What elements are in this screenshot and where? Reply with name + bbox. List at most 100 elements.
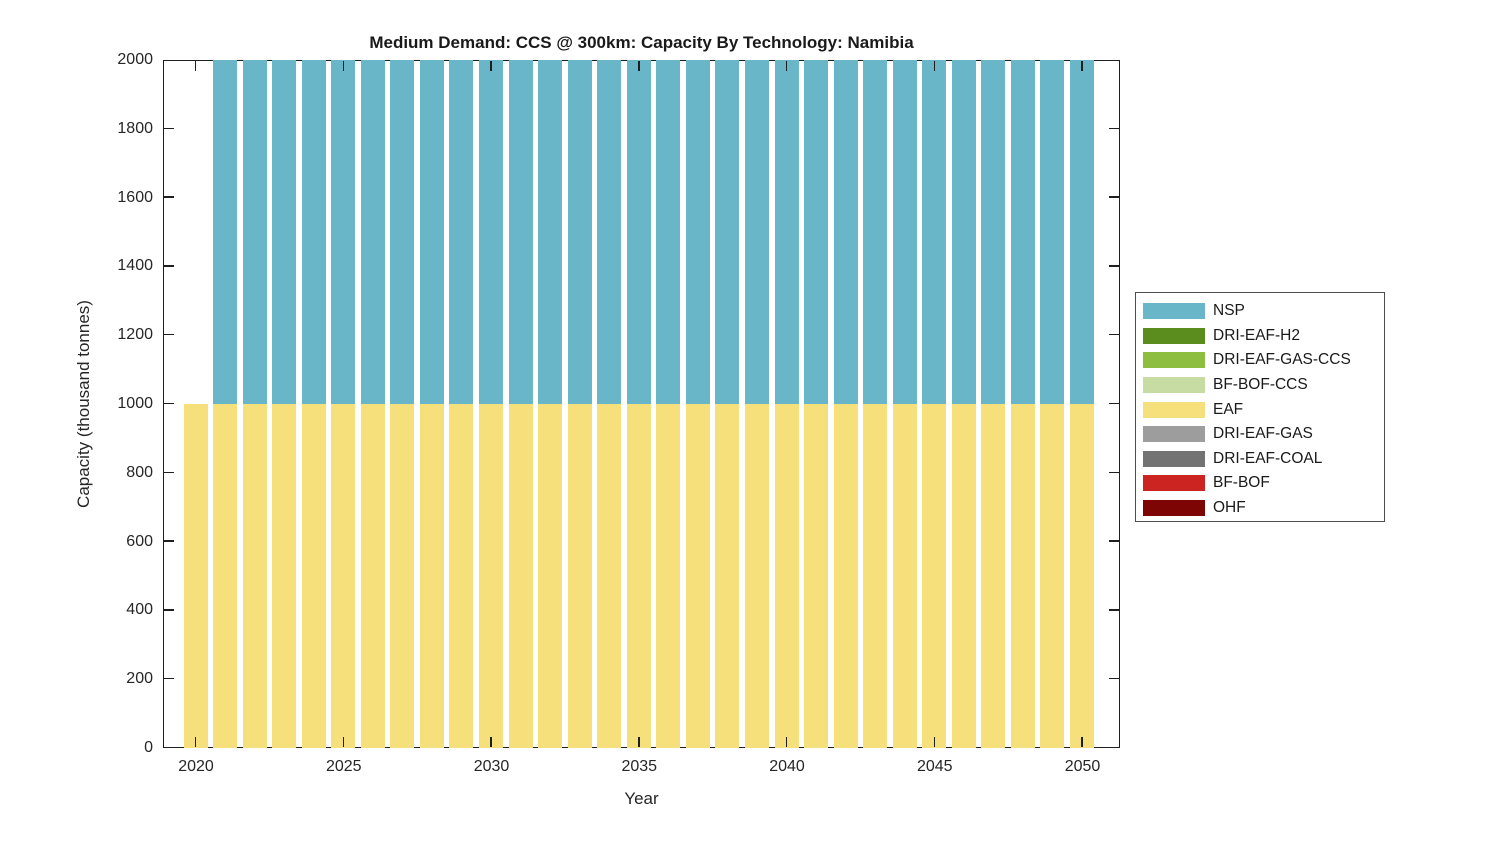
bar-segment-eaf-2029	[449, 403, 474, 748]
bar-segment-eaf-2033	[567, 403, 592, 748]
x-tick-bottom	[785, 737, 788, 747]
y-tick-left	[164, 265, 174, 267]
bar-segment-nsp-2035	[626, 59, 651, 404]
bar-segment-eaf-2048	[1010, 403, 1035, 748]
bar-segment-nsp-2029	[449, 59, 474, 404]
legend-item-dri-eaf-gas-ccs: DRI-EAF-GAS-CCS	[1143, 348, 1384, 373]
x-tick-label: 2020	[178, 758, 214, 775]
y-tick-right	[1109, 196, 1119, 198]
y-tick-right	[1109, 265, 1119, 267]
bar-segment-nsp-2049	[1040, 59, 1065, 404]
legend-label: DRI-EAF-COAL	[1213, 449, 1323, 467]
bars-layer	[164, 59, 1119, 748]
legend-item-ohf: OHF	[1143, 496, 1384, 521]
bar-segment-eaf-2041	[804, 403, 829, 748]
bar-segment-eaf-2034	[597, 403, 622, 748]
y-tick-right	[1109, 471, 1119, 474]
bar-segment-eaf-2046	[951, 403, 976, 748]
bar-segment-eaf-2035	[626, 403, 651, 748]
y-tick-label: 1600	[117, 188, 153, 206]
bar-segment-nsp-2045	[922, 59, 947, 404]
x-tick-label: 2030	[473, 758, 510, 775]
legend-item-dri-eaf-coal: DRI-EAF-COAL	[1143, 447, 1384, 472]
bar-segment-nsp-2036	[656, 59, 681, 404]
bar-segment-eaf-2026	[360, 403, 385, 748]
bar-segment-nsp-2048	[1010, 59, 1035, 404]
y-tick-label: 0	[144, 739, 153, 756]
bar-segment-nsp-2025	[331, 59, 356, 404]
y-tick-label: 1400	[117, 257, 153, 275]
x-tick-top	[785, 61, 788, 71]
x-tick-label: 2025	[325, 758, 362, 775]
bar-segment-nsp-2033	[567, 59, 592, 404]
bar-segment-nsp-2030	[479, 59, 503, 404]
legend-label: NSP	[1213, 302, 1245, 320]
y-tick-left	[164, 402, 174, 405]
legend-swatch	[1143, 450, 1205, 467]
y-tick-label: 1800	[117, 119, 153, 137]
chart-title: Medium Demand: CCS @ 300km: Capacity By …	[369, 33, 914, 52]
legend-swatch	[1143, 500, 1205, 517]
y-tick-left	[164, 677, 174, 680]
bar-segment-nsp-2023	[272, 59, 297, 404]
bar-segment-nsp-2022	[242, 59, 267, 404]
bar-segment-eaf-2025	[331, 403, 356, 748]
bar-segment-nsp-2047	[981, 59, 1006, 404]
legend-item-dri-eaf-h2: DRI-EAF-H2	[1143, 324, 1384, 349]
bar-segment-nsp-2026	[360, 59, 385, 404]
bar-segment-eaf-2043	[863, 403, 888, 748]
bar-segment-nsp-2037	[685, 59, 710, 404]
x-axis-label: Year	[624, 789, 659, 808]
bar-segment-eaf-2040	[774, 403, 799, 748]
legend-item-nsp: NSP	[1143, 299, 1384, 324]
x-tick-bottom	[638, 737, 640, 747]
x-tick-top	[194, 61, 197, 71]
y-tick-left	[164, 127, 174, 130]
bar-segment-eaf-2021	[213, 403, 238, 748]
legend-item-bf-bof-ccs: BF-BOF-CCS	[1143, 373, 1384, 398]
bar-segment-eaf-2045	[922, 403, 947, 748]
legend-label: OHF	[1213, 499, 1246, 517]
y-tick-right	[1109, 540, 1119, 542]
bar-segment-eaf-2044	[892, 403, 917, 748]
y-tick-label: 600	[126, 532, 153, 550]
y-tick-label: 800	[126, 463, 153, 481]
legend-swatch	[1143, 426, 1205, 443]
legend-swatch	[1143, 352, 1205, 369]
legend-label: DRI-EAF-GAS-CCS	[1213, 351, 1351, 369]
y-tick-left	[164, 333, 174, 336]
x-tick-label: 2045	[916, 758, 953, 775]
legend-label: DRI-EAF-GAS	[1213, 425, 1313, 443]
y-tick-label: 1000	[117, 395, 153, 412]
legend-label: BF-BOF-CCS	[1213, 376, 1308, 394]
legend-swatch	[1143, 401, 1205, 418]
bar-segment-eaf-2020	[183, 403, 208, 748]
y-tick-label: 400	[126, 601, 153, 619]
legend-label: DRI-EAF-H2	[1213, 326, 1300, 344]
legend-label: BF-BOF	[1213, 474, 1270, 492]
x-tick-bottom	[342, 737, 344, 747]
bar-segment-nsp-2040	[774, 59, 799, 404]
legend-item-bf-bof: BF-BOF	[1143, 471, 1384, 496]
bar-segment-eaf-2042	[833, 403, 858, 748]
x-tick-label: 2040	[769, 758, 805, 775]
plot-area	[163, 59, 1120, 748]
y-tick-right	[1109, 127, 1119, 130]
bar-segment-nsp-2028	[419, 59, 444, 404]
bar-segment-eaf-2038	[715, 403, 740, 748]
x-tick-bottom	[933, 737, 935, 747]
bar-segment-nsp-2021	[213, 59, 238, 404]
x-tick-top	[342, 61, 344, 71]
x-tick-top	[638, 61, 640, 71]
y-tick-right	[1109, 609, 1119, 611]
legend-swatch	[1143, 303, 1205, 320]
bar-segment-eaf-2032	[538, 403, 563, 748]
x-tick-top	[490, 61, 492, 71]
bar-segment-nsp-2043	[863, 59, 888, 404]
bar-segment-eaf-2024	[301, 403, 326, 748]
bar-segment-eaf-2050	[1070, 403, 1094, 748]
y-tick-label: 1200	[117, 326, 153, 344]
bar-segment-eaf-2047	[981, 403, 1006, 748]
y-tick-right	[1109, 402, 1119, 405]
